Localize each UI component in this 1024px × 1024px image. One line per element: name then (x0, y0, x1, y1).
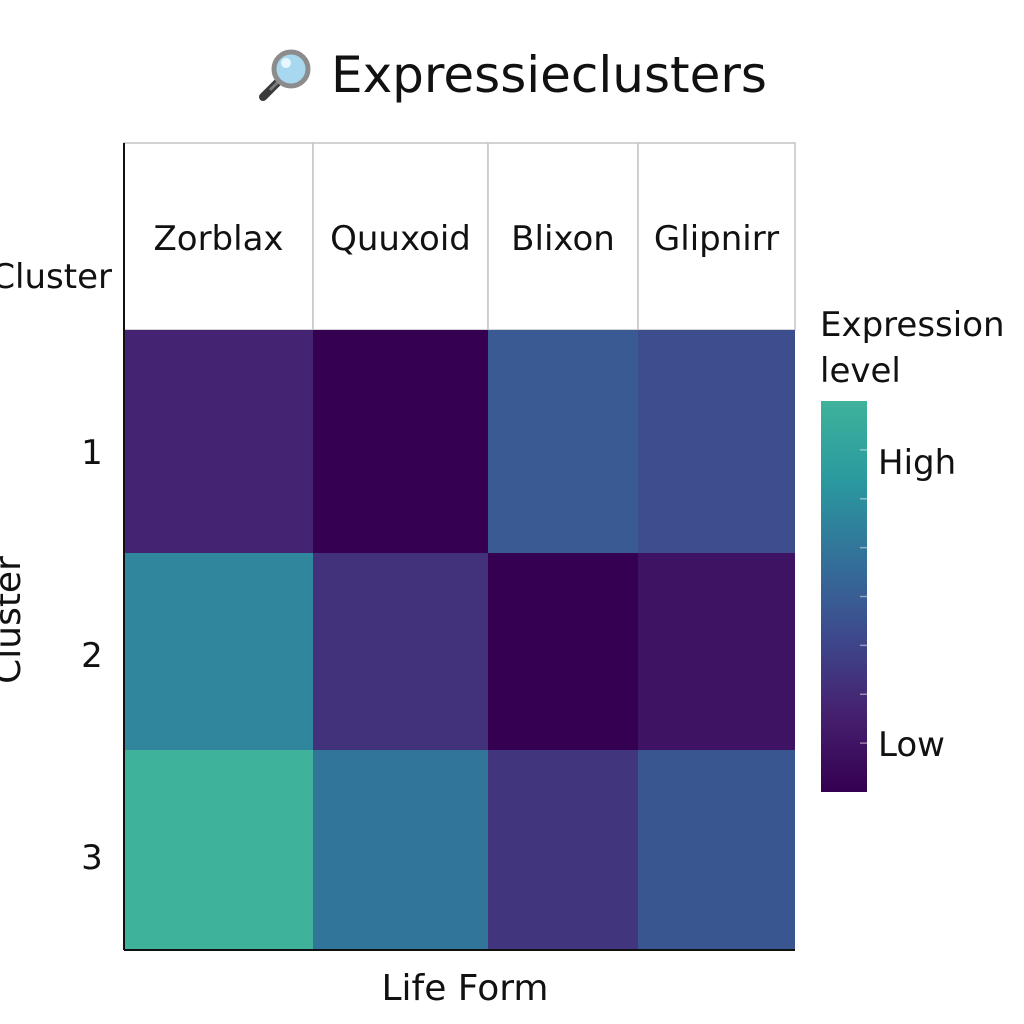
heatmap-cell-r3-quuxoid (313, 750, 488, 950)
row-tick-label-3: 3 (81, 838, 103, 878)
heatmap-cell-r3-blixon (488, 750, 638, 950)
row-tick-label-2: 2 (81, 636, 103, 676)
x-axis-title: Life Form (381, 968, 548, 1009)
heatmap-cell-r3-glipnirr (638, 750, 795, 950)
legend-title-line-1: Expression (820, 305, 1005, 345)
heatmap-cell-r3-zorblax (124, 750, 313, 950)
colorbar (821, 401, 867, 792)
row-tick-label-1: 1 (81, 433, 103, 473)
column-header-group: Zorblax Quuxoid Blixon Glipnirr (123, 142, 796, 331)
legend-title-line-2: level (820, 351, 901, 391)
chart-title-row: Expressieclusters (0, 40, 1024, 110)
legend-high-label: High (878, 443, 956, 483)
heatmap-cell-r1-zorblax (124, 330, 313, 553)
colorbar-legend: Expression level High Low (820, 305, 1005, 792)
column-header-quuxoid: Quuxoid (330, 219, 471, 259)
y-axis-title: Cluster (0, 556, 29, 684)
chart-title: Expressieclusters (331, 46, 767, 104)
column-header-cell (637, 142, 796, 331)
colorbar-ticks (860, 449, 867, 744)
heatmap-cell-r1-blixon (488, 330, 638, 553)
magnifier-icon (259, 49, 311, 101)
column-header-glipnirr: Glipnirr (654, 219, 779, 259)
column-header-blixon: Blixon (511, 219, 615, 259)
heatmap-cells (124, 330, 795, 950)
heatmap-cell-r2-quuxoid (313, 553, 488, 750)
column-header-zorblax: Zorblax (153, 219, 283, 259)
heatmap-cell-r2-zorblax (124, 553, 313, 750)
row-tick-labels: 1 2 3 (81, 433, 103, 878)
heatmap-cell-r1-quuxoid (313, 330, 488, 553)
corner-label: Cluster (0, 257, 112, 297)
heatmap-cell-r2-glipnirr (638, 553, 795, 750)
heatmap-cell-r1-glipnirr (638, 330, 795, 553)
heatmap-cell-r2-blixon (488, 553, 638, 750)
legend-low-label: Low (878, 725, 945, 765)
